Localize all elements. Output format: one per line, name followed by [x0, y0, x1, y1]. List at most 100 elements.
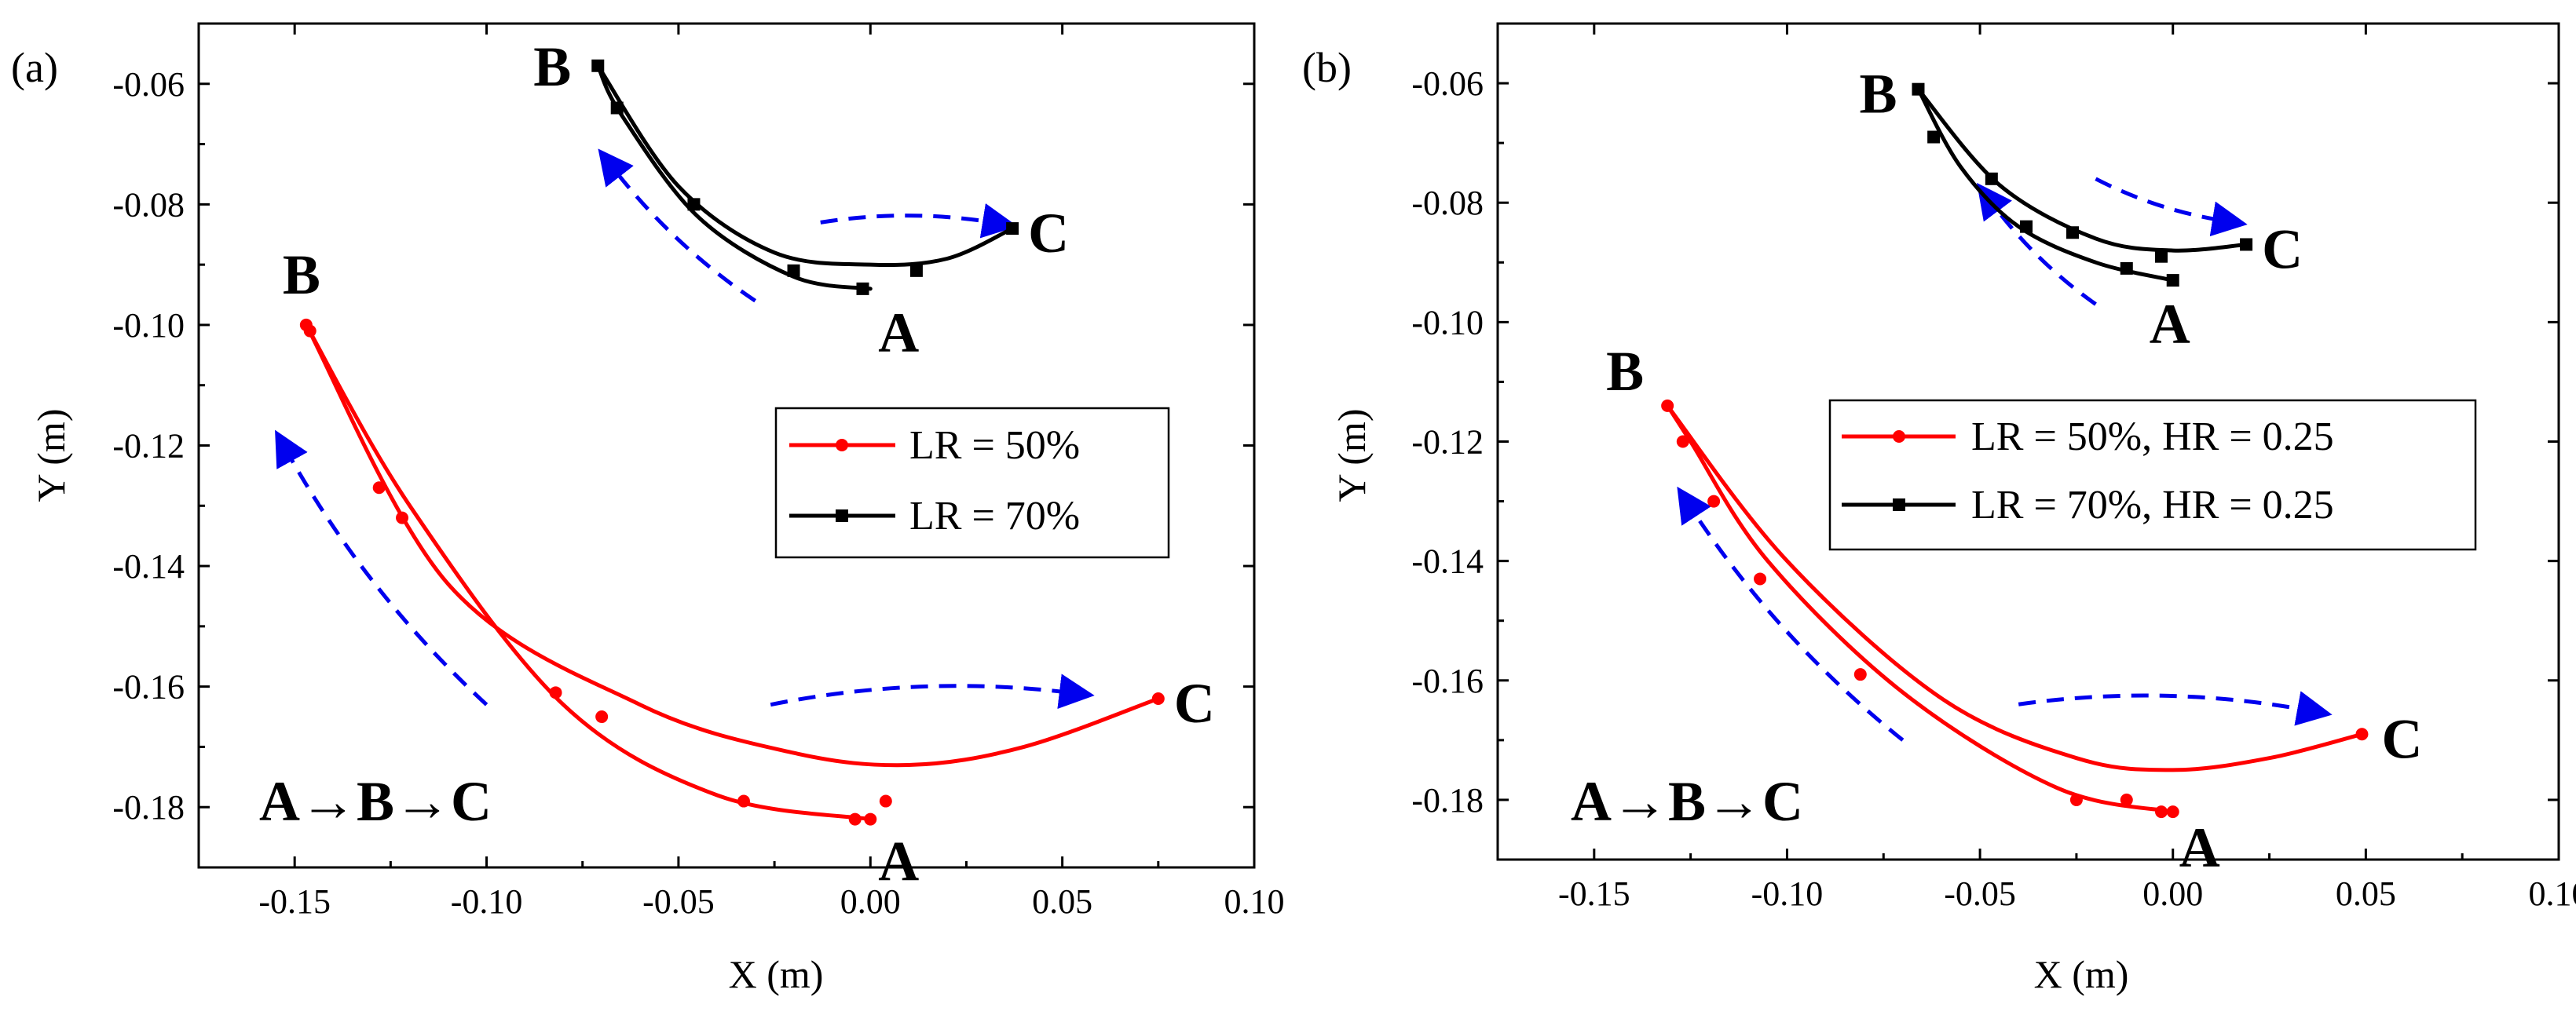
series-line-return [595, 64, 1015, 268]
axis-ticks-a: -0.15 -0.10 -0.05 0.00 0.05 0.10 -0.18 -0.16 -0.… [112, 22, 1285, 921]
data-point [2240, 238, 2253, 251]
y-tick-label: -0.06 [112, 65, 185, 104]
direction-arrow [2018, 691, 2333, 726]
x-tick-label: 0.00 [840, 882, 901, 921]
data-point [879, 794, 892, 808]
series-line-return [304, 323, 1161, 768]
legend-frame-a [774, 407, 1170, 559]
data-point [1006, 222, 1019, 235]
legend-marker-square [1893, 498, 1905, 511]
point-label-b: B [1859, 63, 1897, 126]
data-point [848, 812, 862, 826]
data-point [396, 511, 409, 524]
data-point [2120, 261, 2133, 275]
direction-arrow [1977, 182, 2097, 306]
x-tick-label: 0.10 [1224, 882, 1285, 921]
direction-arrow [1677, 486, 1905, 742]
x-tick-label: 0.05 [1032, 882, 1092, 921]
y-tick-label: -0.18 [112, 788, 185, 827]
y-tick-label: -0.08 [1411, 184, 1484, 222]
point-label-a: A [878, 301, 919, 364]
legend-marker-circle [836, 439, 848, 451]
panel-label-a: (a) [11, 44, 58, 91]
point-label-a: A [2150, 293, 2190, 356]
data-point [864, 812, 877, 826]
data-point [2120, 793, 2133, 806]
x-axis-label-a: X (m) [729, 952, 824, 996]
y-tick-label: -0.08 [112, 185, 185, 224]
x-tick-label: 0.00 [2142, 874, 2203, 913]
y-axis-label-a: Y (m) [29, 409, 73, 502]
y-tick-label: -0.06 [1411, 64, 1484, 103]
legend-label-lr70-hr025: LR = 70%, HR = 0.25 [1971, 483, 2334, 528]
series-line-forward [1665, 403, 2175, 814]
series-line-return [1665, 403, 2364, 772]
data-point [1707, 495, 1721, 508]
data-point [2020, 220, 2033, 233]
plot-area-b: A B C A B C [1606, 63, 2422, 879]
panel-a: (a) X (m) Y (m) -0.15 -0.10 -0.05 0.00 0.05 0… [11, 22, 1285, 996]
series-line-forward [1916, 87, 2175, 283]
point-label-c: C [1174, 672, 1215, 735]
data-point [1661, 399, 1674, 412]
x-tick-label: 0.05 [2336, 874, 2396, 913]
data-point [1151, 692, 1165, 705]
direction-arrow [2095, 177, 2248, 237]
point-label-c: C [1028, 202, 1069, 265]
data-point [1927, 130, 1941, 144]
data-point [372, 481, 386, 495]
axis-ticks-b: -0.15 -0.10 -0.05 0.00 0.05 0.10 -0.18 -0.16 -0.… [1411, 22, 2576, 913]
y-tick-label: -0.16 [1411, 662, 1484, 700]
legend-label-lr50: LR = 50% [909, 423, 1080, 468]
direction-arrow [770, 674, 1095, 710]
x-tick-label: 0.10 [2529, 874, 2576, 913]
y-tick-label: -0.14 [112, 547, 185, 586]
point-label-c: C [2381, 707, 2422, 770]
data-point [1912, 82, 1925, 96]
x-tick-label: -0.05 [642, 882, 715, 921]
point-label-a: A [878, 831, 919, 893]
y-tick-label: -0.14 [1411, 542, 1484, 581]
point-label-b: B [533, 35, 571, 98]
x-tick-label: -0.05 [1944, 874, 2016, 913]
data-point [549, 686, 562, 699]
data-point [2154, 250, 2168, 263]
data-point [591, 59, 605, 72]
y-tick-label: -0.18 [1411, 781, 1484, 820]
legend-label-lr50-hr025: LR = 50%, HR = 0.25 [1971, 414, 2334, 459]
x-tick-label: -0.10 [451, 882, 523, 921]
data-point [2154, 805, 2168, 819]
sequence-label-b: A→B→C [1571, 770, 1803, 833]
data-point [2166, 274, 2179, 287]
data-point [1754, 572, 1767, 586]
y-axis-label-b: Y (m) [1330, 409, 1374, 502]
data-point [737, 794, 750, 808]
series-line-forward [595, 64, 873, 291]
data-point [2069, 793, 2083, 806]
data-point [2166, 805, 2179, 819]
data-point [787, 264, 800, 277]
legend-marker-square [836, 509, 848, 522]
x-axis-label-b: X (m) [2034, 952, 2129, 996]
direction-arrow [598, 148, 757, 303]
y-tick-label: -0.10 [1411, 303, 1484, 341]
legend-a: LR = 50% LR = 70% [774, 407, 1170, 559]
legend-label-lr70: LR = 70% [909, 494, 1080, 539]
point-label-b: B [283, 243, 320, 306]
y-tick-label: -0.12 [1411, 423, 1484, 462]
data-point [1676, 435, 1689, 448]
point-label-c: C [2262, 217, 2303, 280]
point-label-b: B [1606, 340, 1644, 403]
y-tick-label: -0.12 [112, 427, 185, 466]
y-tick-label: -0.10 [112, 306, 185, 345]
direction-arrow [275, 429, 488, 706]
plot-area-a: A B C A B C [275, 35, 1215, 893]
data-point [2066, 226, 2079, 239]
data-point [856, 282, 869, 295]
data-point [909, 264, 923, 277]
x-tick-label: -0.15 [1558, 874, 1630, 913]
data-point [1853, 668, 1867, 681]
y-tick-label: -0.16 [112, 668, 185, 706]
sequence-label-a: A→B→C [259, 770, 492, 833]
